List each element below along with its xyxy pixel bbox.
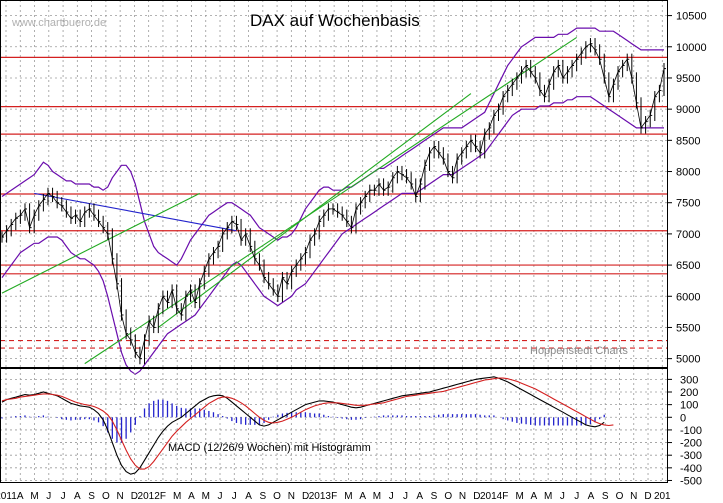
x-tick-label: M xyxy=(173,491,181,502)
y-tick-label: 100 xyxy=(680,400,698,412)
x-tick-label: A xyxy=(359,491,366,502)
y-tick-label: 8000 xyxy=(676,167,700,179)
x-tick-label: N xyxy=(288,491,295,502)
bollinger-bands xyxy=(1,27,664,375)
x-tick-label: J xyxy=(560,491,565,502)
x-tick-label: A xyxy=(74,491,81,502)
y-tick-label: 6000 xyxy=(676,291,700,303)
x-tick-label: 201 xyxy=(654,491,671,502)
x-tick-label: S xyxy=(88,491,95,502)
source-label: Hoppenstedt Charts xyxy=(530,345,628,357)
x-tick-label: 2011 xyxy=(0,491,17,502)
x-tick-label: M xyxy=(202,491,210,502)
price-series xyxy=(1,38,666,365)
x-tick-label: M xyxy=(544,491,552,502)
y-tick-label: -400 xyxy=(680,463,702,475)
trend-line xyxy=(157,93,472,328)
x-tick-label: F xyxy=(331,491,337,502)
y-tick-label: -300 xyxy=(680,450,702,462)
x-tick-label: J xyxy=(403,491,408,502)
y-tick-label: 300 xyxy=(680,374,698,386)
macd-lines xyxy=(1,376,614,475)
x-tick-label: S xyxy=(602,491,609,502)
y-tick-label: 5500 xyxy=(676,322,700,334)
x-tick-label: M xyxy=(30,491,38,502)
x-tick-label: A xyxy=(188,491,195,502)
x-tick-label: A xyxy=(416,491,423,502)
bollinger-lower-line xyxy=(1,96,664,375)
x-tick-label: D xyxy=(302,491,309,502)
x-tick-label: O xyxy=(273,491,281,502)
y-tick-label: 200 xyxy=(680,387,698,399)
signal-line xyxy=(1,377,614,470)
macd-label: MACD (12/26/9 Wochen) mit Histogramm xyxy=(168,442,371,454)
x-tick-label: J xyxy=(389,491,394,502)
price-gridlines xyxy=(0,0,668,368)
x-axis: 2011AMJJASOND2012FMAMJJASOND2013FMAMJJAS… xyxy=(0,491,671,502)
bollinger-upper-line xyxy=(1,27,664,266)
y-tick-label: -200 xyxy=(680,438,702,450)
price-line xyxy=(1,43,665,360)
price-y-axis: 5000 5500 6000 6500 7000 7500 8000 8500 9000 9500… xyxy=(668,11,707,366)
watermark-text: www.chartbuero.de xyxy=(11,17,106,29)
macd-gridlines xyxy=(0,368,668,483)
x-tick-label: M xyxy=(373,491,381,502)
price-panel: www.chartbuero.de DAX auf Wochenbasis Ho… xyxy=(0,0,668,375)
y-tick-label: -100 xyxy=(680,425,702,437)
trend-line xyxy=(1,192,200,294)
x-tick-label: F xyxy=(160,491,166,502)
x-tick-label: 2012 xyxy=(138,491,161,502)
y-tick-label: 10000 xyxy=(676,42,707,54)
y-tick-label: 10500 xyxy=(676,11,707,23)
y-tick-label: 7500 xyxy=(676,198,700,210)
y-tick-label: 5000 xyxy=(676,354,700,366)
x-tick-label: J xyxy=(46,491,51,502)
x-tick-label: N xyxy=(630,491,637,502)
x-tick-label: A xyxy=(245,491,252,502)
y-tick-label: 9000 xyxy=(676,104,700,116)
x-tick-label: M xyxy=(515,491,523,502)
x-tick-label: S xyxy=(431,491,438,502)
trend-lines xyxy=(1,36,577,365)
y-tick-label: -500 xyxy=(680,475,702,487)
x-tick-label: O xyxy=(444,491,452,502)
x-tick-label: 2014 xyxy=(480,491,503,502)
trend-line xyxy=(84,36,577,365)
x-tick-label: D xyxy=(131,491,138,502)
x-tick-label: F xyxy=(502,491,508,502)
x-tick-label: A xyxy=(17,491,24,502)
chart-title: DAX auf Wochenbasis xyxy=(250,11,420,30)
y-tick-label: 0 xyxy=(680,412,686,424)
macd-panel: MACD (12/26/9 Wochen) mit Histogramm xyxy=(0,368,668,483)
x-tick-label: J xyxy=(574,491,579,502)
y-tick-label: 6500 xyxy=(676,260,700,272)
price-panel-frame xyxy=(0,0,668,368)
macd-line xyxy=(1,376,605,475)
trend-line xyxy=(34,192,237,232)
x-tick-label: O xyxy=(616,491,624,502)
x-tick-label: A xyxy=(588,491,595,502)
x-tick-label: M xyxy=(344,491,352,502)
x-tick-label: J xyxy=(61,491,66,502)
x-tick-label: A xyxy=(531,491,538,502)
x-tick-label: N xyxy=(117,491,124,502)
macd-panel-frame xyxy=(0,368,668,483)
x-tick-label: J xyxy=(232,491,237,502)
y-tick-label: 8500 xyxy=(676,135,700,147)
x-tick-label: 2013 xyxy=(309,491,332,502)
x-tick-label: S xyxy=(259,491,266,502)
x-tick-label: D xyxy=(473,491,480,502)
y-tick-label: 7000 xyxy=(676,229,700,241)
x-tick-label: D xyxy=(644,491,651,502)
x-tick-label: J xyxy=(218,491,223,502)
y-tick-label: 9500 xyxy=(676,73,700,85)
x-tick-label: O xyxy=(102,491,110,502)
horizontal-levels xyxy=(0,56,668,349)
x-tick-label: N xyxy=(459,491,466,502)
